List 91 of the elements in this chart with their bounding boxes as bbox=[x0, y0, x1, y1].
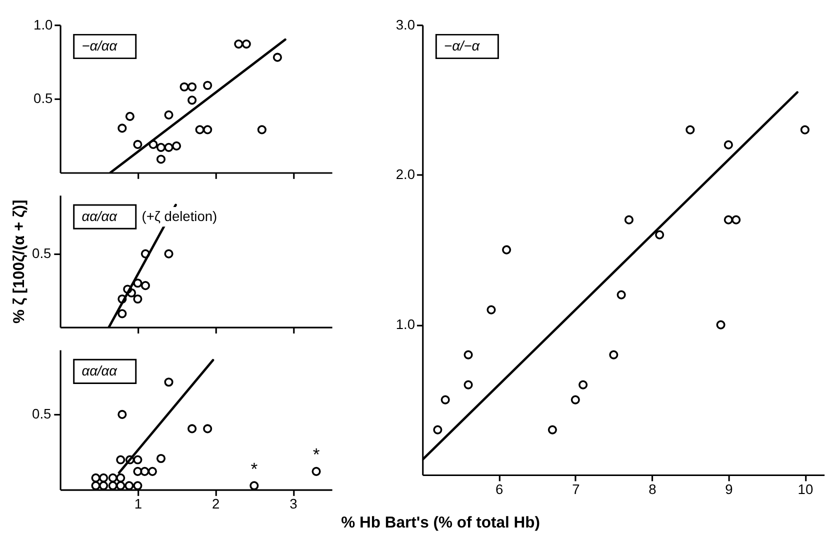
x-tick-label: 7 bbox=[572, 482, 580, 497]
point bbox=[133, 466, 142, 476]
point bbox=[140, 281, 150, 290]
point bbox=[732, 215, 741, 224]
point bbox=[724, 140, 733, 150]
point bbox=[624, 215, 634, 224]
x-tick-label: 3 bbox=[290, 496, 298, 512]
point bbox=[164, 378, 174, 387]
point bbox=[203, 125, 212, 134]
point bbox=[116, 455, 126, 464]
point bbox=[195, 125, 204, 134]
point bbox=[188, 96, 197, 105]
point bbox=[108, 481, 118, 490]
annotation: αα/αα bbox=[82, 363, 118, 378]
point bbox=[133, 481, 142, 490]
point bbox=[133, 140, 142, 149]
point bbox=[464, 380, 473, 390]
point bbox=[116, 473, 126, 482]
x-tick-label: 8 bbox=[648, 482, 657, 497]
point bbox=[164, 249, 174, 258]
point bbox=[250, 481, 259, 490]
point bbox=[118, 309, 127, 318]
point bbox=[91, 481, 100, 490]
point bbox=[188, 424, 197, 434]
annotation: −α/αα bbox=[82, 38, 118, 54]
point bbox=[502, 245, 512, 254]
y-tick-label: 1.0 bbox=[34, 17, 54, 32]
annotation: * bbox=[250, 458, 258, 479]
point bbox=[99, 473, 108, 482]
point bbox=[140, 466, 150, 476]
point bbox=[156, 142, 166, 152]
annotation: −α/−α bbox=[444, 38, 481, 54]
x-axis-title: % Hb Bart's (% of total Hb) bbox=[341, 514, 540, 532]
point bbox=[124, 481, 134, 490]
point bbox=[616, 290, 626, 300]
point bbox=[156, 154, 166, 164]
point bbox=[126, 288, 136, 298]
point bbox=[164, 110, 174, 120]
point bbox=[486, 305, 496, 314]
point bbox=[242, 40, 251, 49]
x-tick-label: 10 bbox=[798, 482, 814, 497]
annotation: * bbox=[312, 444, 320, 465]
point bbox=[188, 82, 197, 92]
point bbox=[203, 424, 212, 434]
point bbox=[234, 40, 244, 49]
x-tick-label: 2 bbox=[212, 496, 220, 512]
y-tick-label: 3.0 bbox=[396, 17, 416, 32]
point bbox=[164, 142, 174, 152]
point bbox=[118, 410, 127, 419]
point bbox=[148, 140, 158, 149]
point bbox=[433, 425, 442, 434]
point bbox=[148, 466, 157, 476]
point bbox=[312, 466, 321, 476]
y-tick-label: 2.0 bbox=[396, 167, 416, 182]
point bbox=[203, 80, 212, 90]
point bbox=[118, 294, 127, 304]
point bbox=[440, 395, 450, 404]
point bbox=[716, 320, 726, 330]
point bbox=[548, 425, 557, 434]
annotation: (+ζ deletion) bbox=[142, 208, 218, 224]
x-tick-label: 9 bbox=[725, 482, 733, 497]
point bbox=[686, 125, 695, 134]
point bbox=[172, 141, 182, 150]
point bbox=[116, 481, 126, 490]
point bbox=[578, 380, 588, 390]
point bbox=[108, 473, 118, 482]
point bbox=[133, 278, 142, 288]
point bbox=[724, 215, 733, 224]
point bbox=[99, 481, 108, 490]
point bbox=[180, 82, 189, 92]
point bbox=[655, 230, 664, 240]
x-tick-label: 1 bbox=[134, 496, 142, 512]
point bbox=[156, 454, 166, 464]
point bbox=[570, 395, 580, 404]
y-axis-title: % ζ [100ζ/(α + ζ)] bbox=[11, 200, 28, 324]
point bbox=[91, 473, 100, 482]
point bbox=[140, 249, 150, 258]
point bbox=[125, 112, 134, 121]
point bbox=[133, 294, 142, 304]
x-tick-label: 6 bbox=[496, 482, 504, 497]
point bbox=[125, 455, 134, 464]
point bbox=[609, 350, 618, 360]
point bbox=[123, 284, 132, 294]
point bbox=[800, 125, 810, 134]
point bbox=[118, 124, 127, 133]
annotation: αα/αα bbox=[82, 208, 118, 224]
point bbox=[257, 125, 266, 134]
y-tick-label: 1.0 bbox=[396, 317, 416, 332]
point bbox=[133, 455, 142, 464]
point bbox=[464, 350, 473, 360]
point bbox=[272, 52, 282, 62]
